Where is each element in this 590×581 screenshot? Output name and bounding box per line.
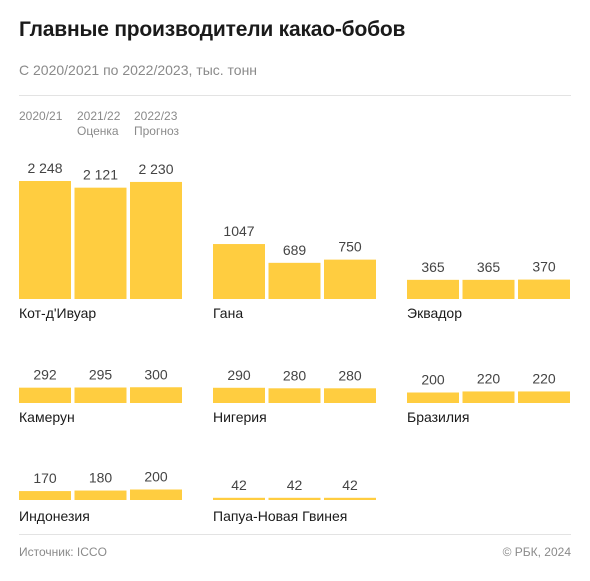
- bar-value-label: 42: [342, 477, 358, 493]
- bar: [19, 181, 71, 299]
- panel-chart: 170 180 200: [19, 469, 182, 500]
- panel-chart: 200 220 220: [407, 370, 570, 403]
- country-label: Бразилия: [407, 409, 470, 425]
- bar-value-label: 2 230: [138, 161, 173, 177]
- bar-value-label: 220: [477, 370, 501, 386]
- column-header-3: 2022/23 Прогноз: [134, 109, 179, 139]
- bar-value-label: 200: [421, 372, 445, 388]
- column-header-1: 2020/21: [19, 109, 62, 124]
- bar: [268, 388, 321, 403]
- bar: [268, 497, 321, 500]
- bar-value-label: 42: [231, 477, 247, 493]
- bar: [324, 497, 376, 500]
- column-header-2-line2: Оценка: [77, 124, 119, 138]
- bar-value-label: 295: [89, 367, 113, 383]
- bar: [268, 262, 321, 299]
- panel-cameroon: 292 295 300: [19, 313, 183, 403]
- panel-ghana: 1047 689 750: [213, 209, 377, 299]
- bar: [19, 387, 71, 403]
- bar-value-label: 170: [33, 470, 57, 486]
- column-header-2-line1: 2021/22: [77, 109, 121, 123]
- panel-chart: 290 280 280: [213, 367, 376, 403]
- column-header-1-line1: 2020/21: [19, 109, 63, 123]
- bar: [213, 497, 265, 500]
- bar-value-label: 370: [532, 259, 556, 275]
- panel-papua-new-guinea: 42 42 42: [213, 410, 377, 500]
- country-label: Нигерия: [213, 409, 267, 425]
- bar-value-label: 280: [338, 367, 362, 383]
- panel-chart: 365 365 370: [407, 259, 570, 299]
- panel-chart: 42 42 42: [213, 477, 376, 500]
- top-divider: [19, 95, 571, 96]
- panel-chart: 292 295 300: [19, 366, 182, 403]
- column-header-3-line1: 2022/23: [134, 109, 178, 123]
- bar-value-label: 292: [33, 367, 57, 383]
- panel-indonesia: 170 180 200: [19, 410, 183, 500]
- bar: [518, 279, 570, 299]
- bar: [324, 259, 376, 299]
- bar: [518, 391, 570, 403]
- bar: [462, 279, 515, 299]
- panel-cote-divoire: 2 248 2 121 2 230: [19, 160, 183, 299]
- bar: [407, 279, 459, 299]
- source-note: Источник: ICCO: [19, 545, 107, 559]
- bar-value-label: 290: [227, 367, 251, 383]
- country-label: Гана: [213, 305, 244, 321]
- bar: [407, 392, 459, 403]
- country-label: Эквадор: [407, 305, 462, 321]
- bottom-divider: [19, 534, 571, 535]
- panel-chart: 1047 689 750: [213, 223, 376, 299]
- bar: [324, 388, 376, 403]
- bar: [74, 387, 127, 403]
- column-header-2: 2021/22 Оценка: [77, 109, 120, 139]
- column-header-3-line2: Прогноз: [134, 124, 180, 138]
- bar-value-label: 200: [144, 469, 168, 485]
- bar-value-label: 689: [283, 242, 307, 258]
- bar-value-label: 1047: [223, 223, 254, 239]
- bar: [130, 387, 182, 403]
- bar: [130, 181, 182, 299]
- panel-chart: 2 248 2 121 2 230: [19, 160, 182, 299]
- bar: [130, 489, 182, 500]
- bar-value-label: 365: [477, 259, 501, 275]
- bar-value-label: 2 121: [83, 167, 118, 183]
- bar: [74, 187, 127, 299]
- bar-value-label: 220: [532, 370, 556, 386]
- bar-value-label: 750: [338, 239, 362, 255]
- bar-value-label: 180: [89, 470, 113, 486]
- bar-value-label: 2 248: [27, 160, 62, 176]
- bar-value-label: 280: [283, 367, 307, 383]
- bar-value-label: 365: [421, 259, 445, 275]
- panel-ecuador: 365 365 370: [407, 209, 571, 299]
- bar-value-label: 42: [287, 477, 303, 493]
- panel-brazil: 200 220 220: [407, 313, 571, 403]
- copyright: © РБК, 2024: [502, 545, 571, 559]
- bar: [74, 490, 127, 500]
- panel-nigeria: 290 280 280: [213, 313, 377, 403]
- bar: [462, 391, 515, 403]
- chart-subtitle: С 2020/2021 по 2022/2023, тыс. тонн: [19, 62, 258, 78]
- bar: [213, 387, 265, 403]
- bar-value-label: 300: [144, 366, 168, 382]
- bar: [19, 491, 71, 500]
- country-label: Индонезия: [19, 508, 90, 524]
- bar: [213, 244, 265, 299]
- country-label: Папуа-Новая Гвинея: [213, 508, 348, 524]
- chart-title: Главные производители какао-бобов: [19, 18, 406, 41]
- country-label: Камерун: [19, 409, 75, 425]
- country-label: Кот-д'Ивуар: [19, 305, 97, 321]
